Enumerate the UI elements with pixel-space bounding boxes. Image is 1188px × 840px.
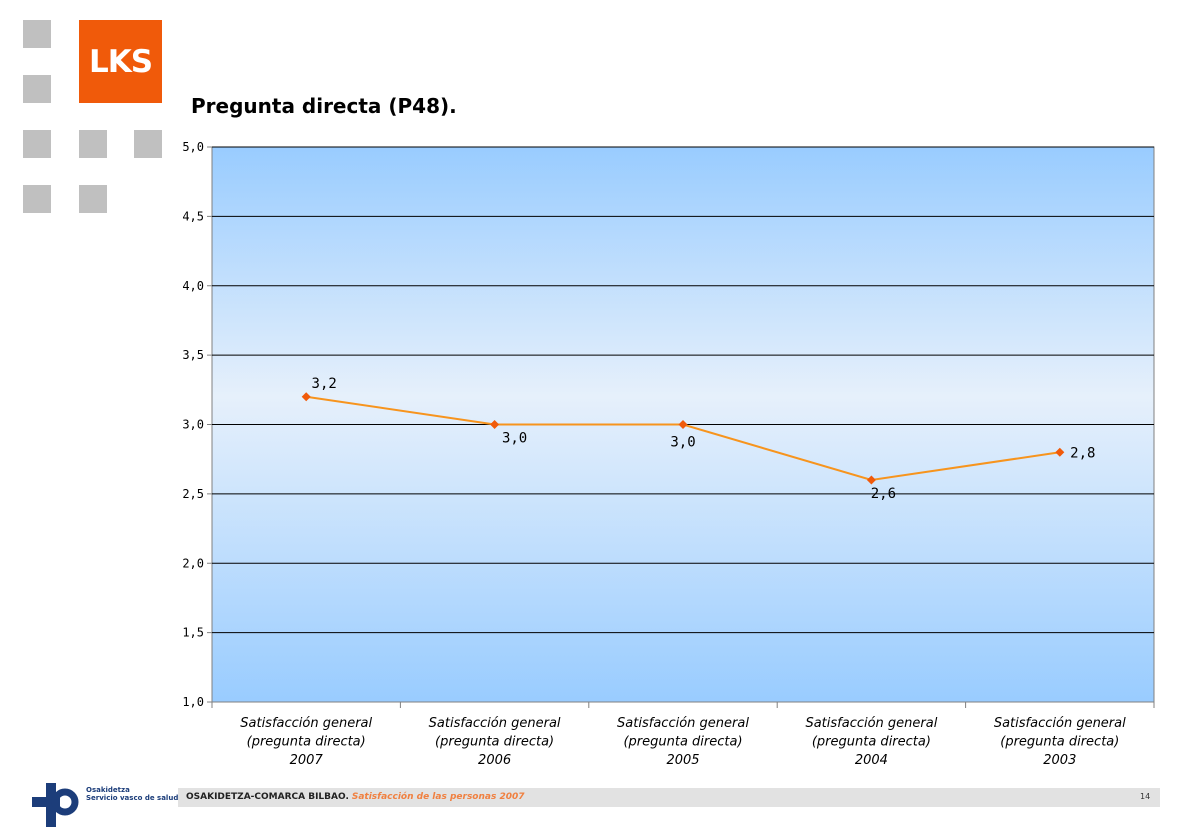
data-labels: 3,2 3,0 3,0 2,6 2,8 xyxy=(312,376,1096,502)
y-tick-label: 2,5 xyxy=(182,487,204,501)
y-tick-label: 4,0 xyxy=(182,279,204,293)
data-point xyxy=(490,420,500,429)
y-tick-label: 1,0 xyxy=(182,695,204,709)
data-label: 3,2 xyxy=(312,376,337,392)
osakidetza-logo-icon xyxy=(32,783,79,827)
y-axis: 1,0 1,5 2,0 2,5 3,0 3,5 4,0 4,5 5,0 xyxy=(182,140,212,709)
footer-org: OSAKIDETZA-COMARCA BILBAO. xyxy=(186,792,349,802)
page-number: 14 xyxy=(1140,792,1151,801)
footer-subtitle: Satisfacción de las personas 2007 xyxy=(351,792,525,802)
y-tick-label: 5,0 xyxy=(182,140,204,154)
data-label: 2,8 xyxy=(1070,445,1095,461)
data-point xyxy=(1055,447,1065,457)
data-label: 2,6 xyxy=(871,486,896,502)
y-tick-label: 3,0 xyxy=(182,418,204,432)
decor-square xyxy=(23,185,51,213)
x-category-label: Satisfacción general (pregunta directa) 20… xyxy=(240,716,372,768)
line-chart: 1,0 1,5 2,0 2,5 3,0 3,5 4,0 4,5 5,0 Satisfacción… xyxy=(182,140,1155,768)
x-axis: Satisfacción general (pregunta directa) 20… xyxy=(211,702,1155,768)
y-tick-label: 2,0 xyxy=(182,556,204,570)
data-point xyxy=(866,475,876,485)
x-category-label: Satisfacción general (pregunta directa) 20… xyxy=(994,716,1126,768)
series-line xyxy=(301,392,1065,485)
decor-square xyxy=(23,130,51,158)
osakidetza-brand-text: Osakidetza Servicio vasco de salud xyxy=(86,786,178,802)
decor-square xyxy=(23,20,51,48)
data-point xyxy=(678,420,688,429)
x-category-label: Satisfacción general (pregunta directa) 20… xyxy=(805,716,937,768)
data-point xyxy=(301,392,311,402)
y-tick-label: 3,5 xyxy=(182,348,204,362)
footer-text: OSAKIDETZA-COMARCA BILBAO. Satisfacción d… xyxy=(186,792,525,802)
decor-square xyxy=(79,130,107,158)
decor-square xyxy=(23,75,51,103)
data-label: 3,0 xyxy=(502,431,527,447)
decor-square xyxy=(134,130,162,158)
x-category-label: Satisfacción general (pregunta directa) 20… xyxy=(617,716,749,768)
y-tick-label: 4,5 xyxy=(182,209,204,223)
lks-logo: LKS xyxy=(79,20,162,103)
brand-line-2: Servicio vasco de salud xyxy=(86,794,179,802)
page-title: Pregunta directa (P48). xyxy=(191,94,457,118)
data-label: 3,0 xyxy=(670,435,695,451)
decor-square xyxy=(79,185,107,213)
y-tick-label: 1,5 xyxy=(182,626,204,640)
footer-bar xyxy=(178,788,1160,807)
x-category-label: Satisfacción general (pregunta directa) 20… xyxy=(429,716,561,768)
brand-line-1: Osakidetza xyxy=(86,786,130,794)
